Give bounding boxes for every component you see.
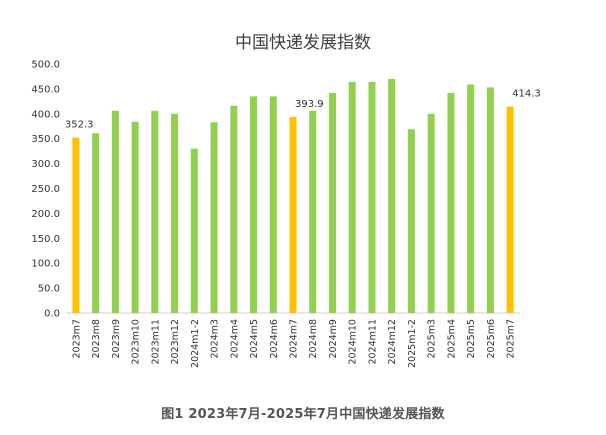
x-tick-label: 2024m9 [328, 319, 339, 358]
y-tick-label: 250.0 [31, 184, 60, 195]
bar-2023m12 [171, 113, 179, 313]
x-tick-label: 2024m10 [348, 319, 359, 365]
x-tick-label: 2023m8 [91, 319, 102, 358]
bar-2023m11 [151, 110, 159, 313]
y-tick-label: 350.0 [31, 134, 60, 145]
bar-2024m3 [210, 122, 218, 314]
bar-2023m7 [72, 137, 80, 313]
bar-2024m1-2 [190, 148, 198, 313]
x-tick-label: 2023m7 [71, 319, 82, 358]
figure-caption: 图1 2023年7月-2025年7月中国快递发展指数 [161, 407, 445, 422]
y-tick-label: 400.0 [31, 109, 60, 120]
x-tick-label: 2024m7 [289, 319, 300, 358]
bar-2024m4 [230, 105, 238, 313]
chart-title: 中国快递发展指数 [235, 33, 371, 53]
x-tick-label: 2025m3 [427, 319, 438, 358]
bar-2023m10 [131, 121, 139, 313]
x-tick-label: 2025m4 [446, 319, 457, 358]
data-label-2023m7: 352.3 [65, 120, 94, 131]
y-tick-label: 0.0 [44, 309, 60, 320]
bar-2024m11 [368, 81, 376, 313]
x-tick-label: 2025m6 [486, 319, 497, 358]
x-tick-label: 2023m9 [111, 319, 122, 358]
chart-area: 中国快递发展指数 0.0 50.0 100.0 150.0 200.0 250.0 300.… [31, 33, 541, 368]
bar-2024m12 [388, 78, 396, 313]
data-label-2025m7: 414.3 [512, 89, 541, 100]
x-tick-label: 2024m1-2 [190, 319, 201, 368]
bar-2024m6 [269, 96, 277, 314]
x-tick-label: 2024m5 [249, 319, 260, 358]
x-tick-label: 2023m10 [131, 319, 142, 365]
bar-2025m3 [427, 113, 435, 313]
bar-2025m6 [486, 87, 494, 313]
y-tick-label: 150.0 [31, 234, 60, 245]
x-tick-label: 2024m4 [229, 319, 240, 358]
bar-2024m10 [348, 81, 356, 313]
bar-chart: 中国快递发展指数 0.0 50.0 100.0 150.0 200.0 250.0 300.… [31, 33, 541, 368]
bar-2025m1-2 [407, 129, 415, 313]
bar-series [72, 78, 514, 314]
y-tick-label: 100.0 [31, 259, 60, 270]
x-tick-label: 2024m12 [387, 319, 398, 365]
data-label-2024m7: 393.9 [295, 99, 324, 110]
y-tick-label: 300.0 [31, 159, 60, 170]
bar-2023m8 [92, 133, 100, 313]
y-tick-label: 50.0 [38, 284, 60, 295]
bar-2024m8 [309, 110, 317, 313]
bar-2024m9 [328, 92, 336, 313]
bar-2024m7 [289, 116, 297, 313]
x-tick-label: 2023m12 [170, 319, 181, 365]
bar-2025m7 [506, 106, 514, 314]
x-tick-label: 2024m11 [367, 319, 378, 365]
x-axis-ticks: 2023m7 2023m8 2023m9 2023m10 2023m11 2023m12 2… [71, 319, 516, 368]
y-tick-label: 450.0 [31, 84, 60, 95]
y-tick-label: 500.0 [31, 60, 60, 71]
y-axis-ticks: 0.0 50.0 100.0 150.0 200.0 250.0 300.0 350.0 400… [31, 60, 60, 320]
x-tick-label: 2024m3 [210, 319, 221, 358]
data-labels: 352.3 393.9 414.3 [65, 89, 541, 131]
x-tick-label: 2025m7 [506, 319, 517, 358]
x-tick-label: 2025m5 [466, 319, 477, 358]
x-tick-label: 2024m6 [269, 319, 280, 358]
bar-2025m5 [467, 84, 475, 313]
bar-2023m9 [111, 110, 119, 313]
bar-2024m5 [250, 96, 258, 314]
x-tick-label: 2025m1-2 [407, 319, 418, 368]
x-tick-label: 2023m11 [150, 319, 161, 365]
x-tick-label: 2024m8 [308, 319, 319, 358]
y-tick-label: 200.0 [31, 209, 60, 220]
bar-2025m4 [447, 92, 455, 313]
